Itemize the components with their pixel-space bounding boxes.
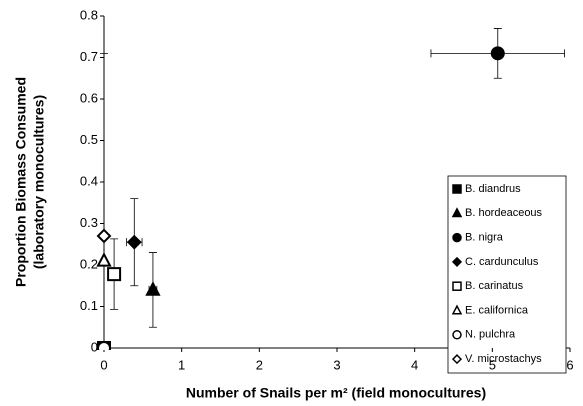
y-tick-label: 0.4 <box>80 173 98 188</box>
y-tick-label: 0.1 <box>80 298 98 313</box>
x-axis-label: Number of Snails per m² (field monocultu… <box>186 385 486 401</box>
y-tick-label: 0.5 <box>80 132 98 147</box>
y-tick-label: 0.6 <box>80 90 98 105</box>
point <box>96 252 112 267</box>
legend-marker <box>451 207 463 218</box>
point <box>97 341 111 350</box>
y-axis-label: (laboratory monocultures) <box>31 95 47 269</box>
point <box>96 228 112 244</box>
point <box>145 281 161 296</box>
legend-label: B. diandrus <box>465 183 521 195</box>
point <box>107 267 122 282</box>
y-tick-label: 0.2 <box>80 256 98 271</box>
legend <box>447 175 567 374</box>
legend-label: N. pulchra <box>465 329 516 341</box>
legend-label: B. nigra <box>465 232 504 244</box>
x-tick-label: 1 <box>178 357 185 372</box>
x-tick-label: 3 <box>333 357 340 372</box>
legend-label: C. cardunculus <box>465 256 539 268</box>
x-tick-label: 6 <box>566 357 573 372</box>
x-tick-label: 5 <box>489 357 496 372</box>
legend-label: B. carinatus <box>465 280 524 292</box>
x-tick-label: 4 <box>411 357 418 372</box>
legend-marker <box>451 304 463 315</box>
point <box>490 46 505 61</box>
point <box>126 234 142 250</box>
legend-marker <box>451 354 463 365</box>
legend-marker <box>451 256 463 267</box>
legend-label: B. hordeaceous <box>465 207 543 219</box>
plot-area <box>96 28 565 350</box>
x-tick-label: 2 <box>256 357 263 372</box>
legend-marker <box>452 232 462 243</box>
y-tick-label: 0 <box>91 339 98 354</box>
y-axis-label: Proportion Biomass Consumed <box>13 77 29 287</box>
legend-label: V. microstachys <box>465 353 542 365</box>
legend-marker <box>452 184 462 194</box>
legend-marker <box>452 330 462 340</box>
y-tick-label: 0.7 <box>80 49 98 64</box>
y-tick-label: 0.8 <box>80 7 98 22</box>
legend-marker <box>452 281 462 291</box>
x-tick-label: 0 <box>100 357 107 372</box>
y-tick-label: 0.3 <box>80 215 98 230</box>
legend-label: E. californica <box>465 304 529 316</box>
